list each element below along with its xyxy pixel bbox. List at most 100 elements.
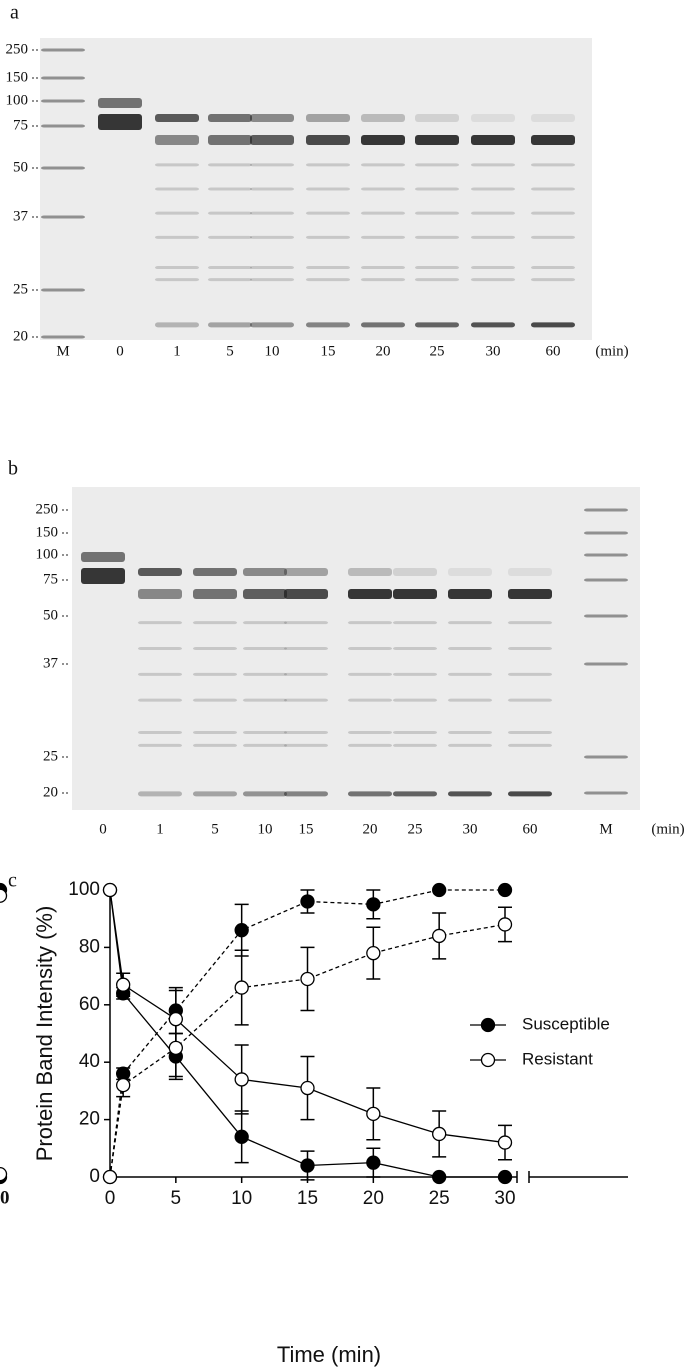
band [41, 48, 85, 52]
band [208, 187, 252, 191]
band [361, 235, 405, 239]
data-point [116, 977, 131, 992]
band [531, 322, 575, 328]
lane-label: 60 [523, 821, 538, 837]
band [155, 322, 199, 328]
band [284, 730, 328, 734]
band [208, 114, 252, 122]
band [531, 278, 575, 282]
marker-label: 37 [43, 655, 59, 671]
data-point [432, 1169, 447, 1185]
lane-label: 0 [116, 343, 124, 359]
data-point [432, 928, 447, 944]
panel-label: a [10, 2, 19, 24]
band [361, 266, 405, 270]
series-line [109, 889, 506, 1144]
band [81, 552, 125, 562]
band [193, 621, 237, 625]
band [284, 743, 328, 747]
band [208, 211, 252, 215]
band [471, 278, 515, 282]
x-tick-label: 15 [297, 1188, 318, 1209]
lane-label: 5 [226, 343, 234, 359]
legend-marker [480, 1017, 496, 1033]
lane-label: 25 [430, 343, 445, 359]
marker-label: 100 [36, 546, 59, 562]
band [193, 730, 237, 734]
band [415, 187, 459, 191]
band [448, 698, 492, 702]
marker-label: 20 [43, 784, 58, 800]
band [415, 114, 459, 122]
data-point [366, 1106, 381, 1122]
band [531, 163, 575, 167]
band [41, 335, 85, 339]
band [284, 568, 328, 576]
gel [40, 38, 592, 340]
band [415, 266, 459, 270]
band [250, 135, 294, 145]
band [361, 114, 405, 122]
marker-label: 20 [13, 328, 28, 344]
lane-label: 15 [321, 343, 336, 359]
band [193, 698, 237, 702]
band [250, 278, 294, 282]
band [531, 114, 575, 122]
band [306, 278, 350, 282]
band [208, 135, 252, 145]
band [41, 124, 85, 128]
data-point [234, 923, 249, 938]
band [531, 266, 575, 270]
legend-label: Susceptible [522, 1014, 610, 1033]
data-point [168, 1012, 183, 1027]
lane-label: 1 [156, 821, 164, 837]
marker-label: 75 [13, 117, 28, 133]
band [448, 589, 492, 599]
band [81, 568, 125, 584]
band [393, 647, 437, 650]
band [138, 589, 182, 599]
band [448, 791, 492, 797]
x-tick-label: 25 [429, 1188, 450, 1209]
data-point [497, 882, 513, 898]
lane-label: 30 [486, 343, 501, 359]
band [361, 135, 405, 145]
band [306, 187, 350, 191]
marker-label: 150 [6, 69, 29, 85]
band [393, 568, 437, 576]
band [415, 163, 459, 167]
data-point [234, 1072, 249, 1087]
lane-label: 20 [363, 821, 378, 837]
band [138, 698, 182, 702]
band [415, 278, 459, 282]
band [393, 791, 437, 797]
band [348, 621, 392, 625]
data-point [300, 1080, 315, 1096]
band [361, 278, 405, 282]
lane-label: M [56, 343, 69, 359]
band [471, 266, 515, 270]
band [415, 235, 459, 239]
marker-label: 25 [43, 748, 58, 764]
band [306, 266, 350, 270]
data-point [300, 971, 315, 987]
x-axis-label: Time (min) [277, 1342, 381, 1367]
band [471, 163, 515, 167]
band [584, 531, 628, 535]
band [508, 647, 552, 650]
lane-label: 5 [211, 821, 219, 837]
y-tick-label: 20 [79, 1109, 100, 1130]
band [155, 211, 199, 215]
band [393, 589, 437, 599]
band [471, 114, 515, 122]
band [361, 211, 405, 215]
marker-label: 50 [13, 159, 28, 175]
band [155, 135, 199, 145]
band [471, 135, 515, 145]
band [250, 114, 294, 122]
data-point [234, 1129, 249, 1144]
band [243, 743, 287, 747]
band [415, 135, 459, 145]
band [348, 672, 392, 676]
band [138, 743, 182, 747]
